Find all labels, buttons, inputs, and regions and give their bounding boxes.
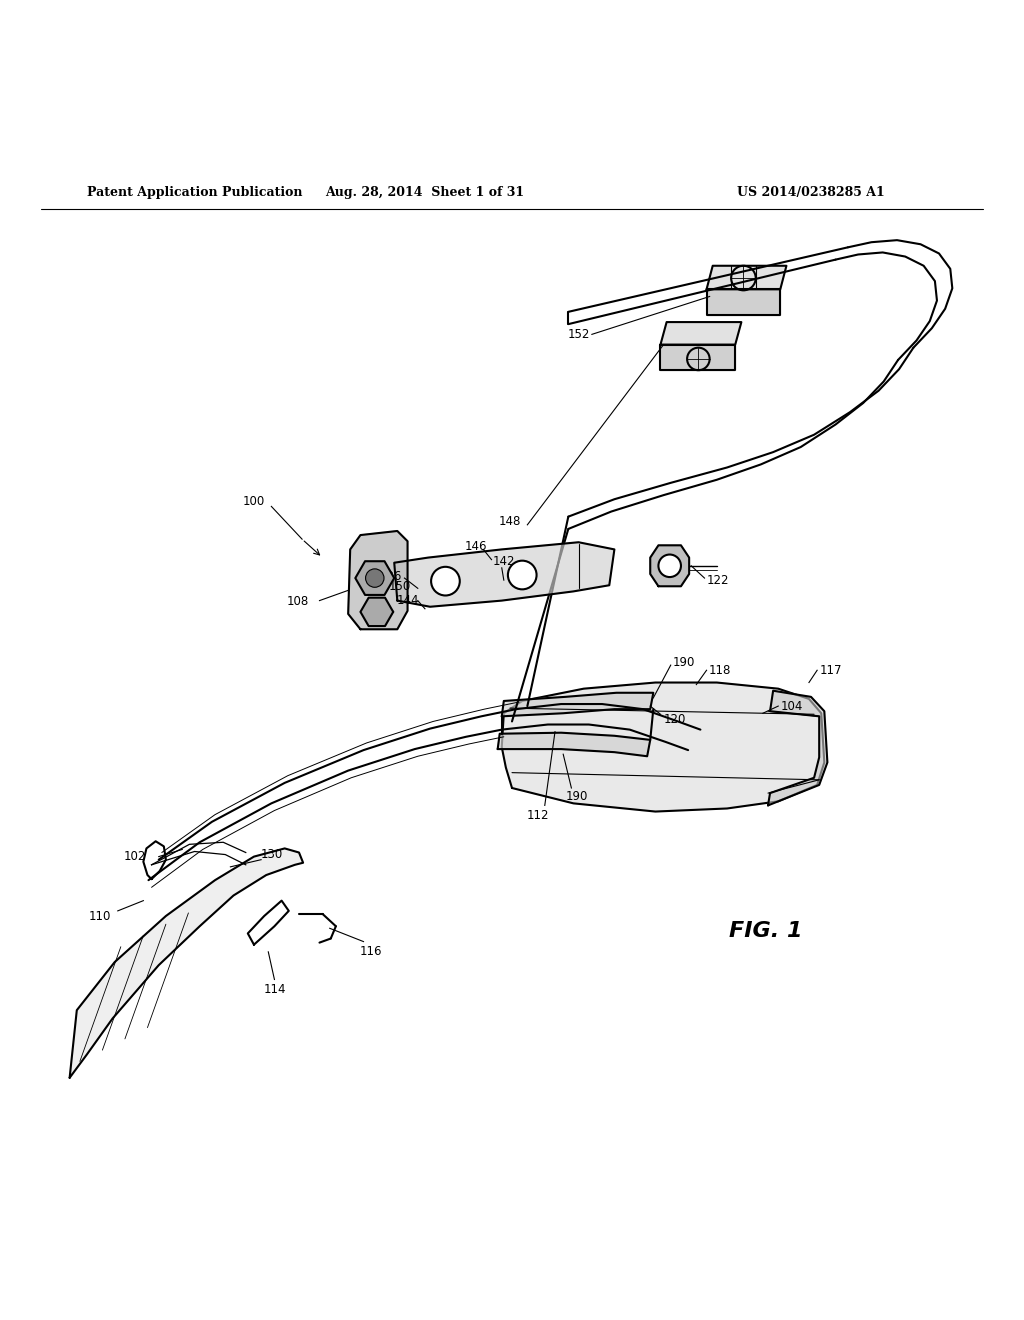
Polygon shape <box>360 598 393 626</box>
Text: 146: 146 <box>465 540 487 553</box>
Text: 104: 104 <box>780 700 803 713</box>
Text: 112: 112 <box>526 809 549 822</box>
Polygon shape <box>707 289 780 315</box>
Text: 100: 100 <box>243 495 265 508</box>
Circle shape <box>508 561 537 589</box>
Text: 148: 148 <box>499 515 521 528</box>
Text: 142: 142 <box>493 556 515 568</box>
Circle shape <box>658 554 681 577</box>
Polygon shape <box>707 265 786 289</box>
Polygon shape <box>660 345 735 370</box>
Text: 122: 122 <box>707 574 729 586</box>
Text: FIG. 1: FIG. 1 <box>729 921 803 941</box>
Text: 190: 190 <box>565 789 588 803</box>
Polygon shape <box>502 693 653 717</box>
Text: 120: 120 <box>664 713 686 726</box>
Text: Patent Application Publication: Patent Application Publication <box>87 186 302 198</box>
Polygon shape <box>394 543 614 607</box>
Text: 152: 152 <box>567 327 590 341</box>
Polygon shape <box>502 682 824 812</box>
Polygon shape <box>70 849 303 1078</box>
Text: 118: 118 <box>709 664 731 677</box>
Text: US 2014/0238285 A1: US 2014/0238285 A1 <box>737 186 885 198</box>
Text: 117: 117 <box>819 664 842 677</box>
Text: 190: 190 <box>673 656 695 668</box>
Text: 102: 102 <box>124 850 146 863</box>
Text: 106: 106 <box>380 569 402 582</box>
Polygon shape <box>348 531 408 630</box>
Polygon shape <box>660 322 741 345</box>
Text: 114: 114 <box>263 983 286 997</box>
Text: 144: 144 <box>396 594 419 607</box>
Text: 130: 130 <box>260 847 283 861</box>
Circle shape <box>366 569 384 587</box>
Polygon shape <box>355 561 394 595</box>
Text: 150: 150 <box>388 579 411 593</box>
Text: 108: 108 <box>287 595 309 609</box>
Polygon shape <box>498 733 650 756</box>
Text: Aug. 28, 2014  Sheet 1 of 31: Aug. 28, 2014 Sheet 1 of 31 <box>326 186 524 198</box>
Circle shape <box>431 566 460 595</box>
Text: 110: 110 <box>89 909 112 923</box>
Polygon shape <box>650 545 689 586</box>
Polygon shape <box>768 690 827 805</box>
Text: 116: 116 <box>359 945 382 958</box>
